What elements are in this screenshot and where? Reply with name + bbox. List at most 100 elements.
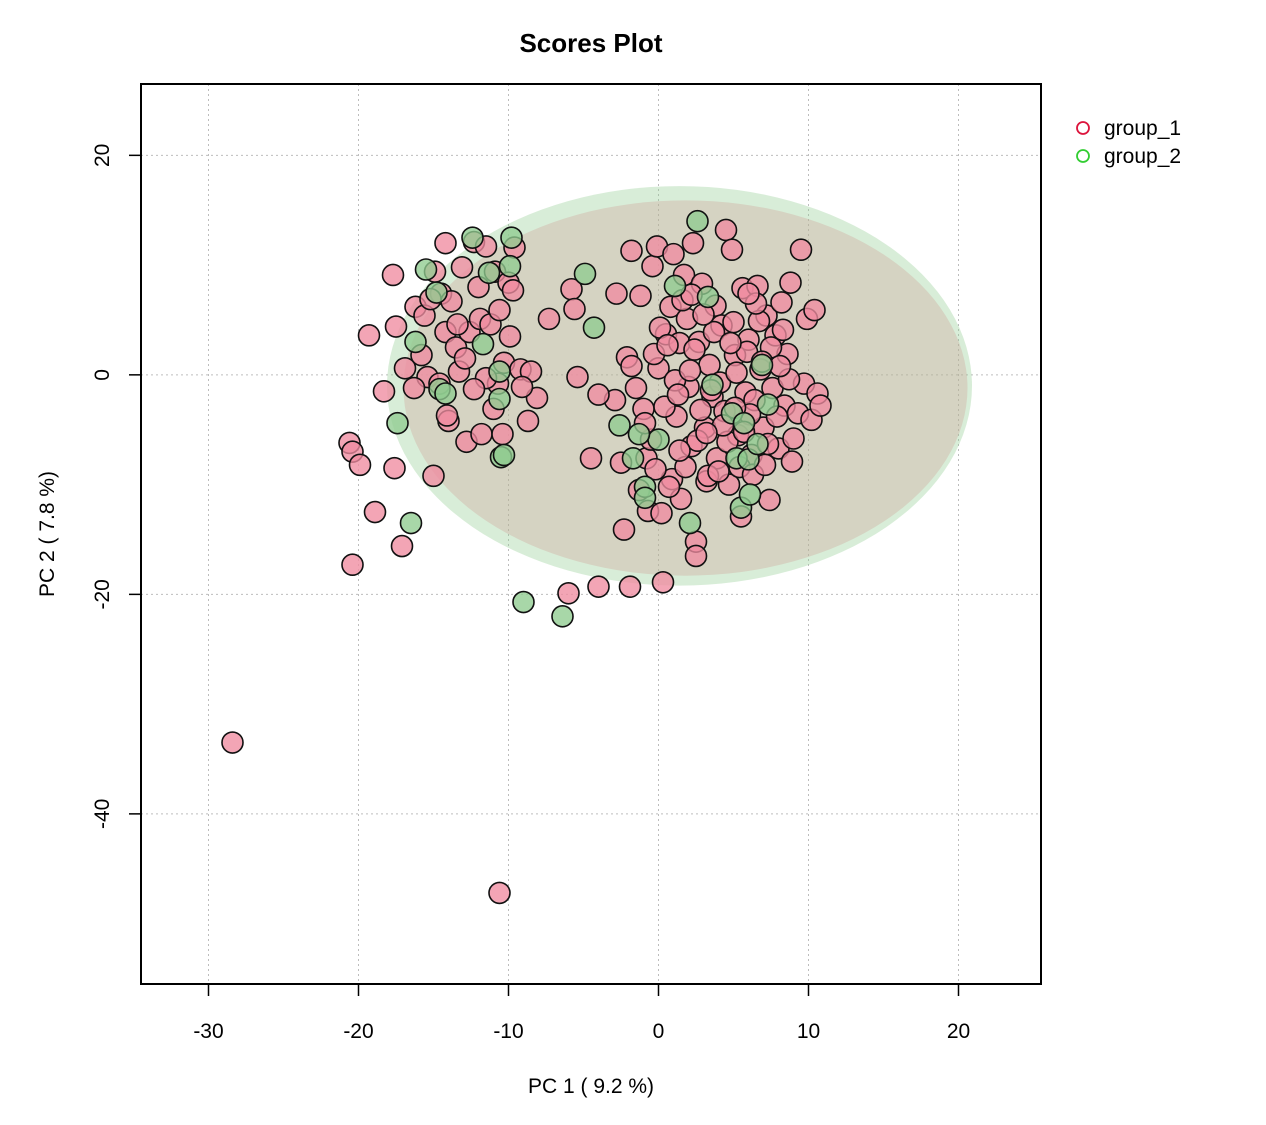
group_2-point bbox=[477, 261, 501, 285]
group_1-point bbox=[809, 394, 832, 417]
group_1-point bbox=[498, 325, 522, 348]
group_1-point bbox=[557, 581, 580, 605]
group_2-point bbox=[434, 382, 457, 405]
y-axis: -40 -20 0 20 bbox=[91, 144, 142, 829]
group_1-point bbox=[510, 375, 534, 399]
group_1-point bbox=[462, 377, 486, 401]
group_1-point bbox=[702, 320, 726, 344]
group_1-point bbox=[803, 298, 826, 322]
group_1-point bbox=[662, 242, 685, 266]
group_1-point bbox=[644, 457, 667, 481]
group_2-point bbox=[608, 414, 631, 437]
x-tick-label: 20 bbox=[947, 1020, 970, 1043]
legend-marker-group_1 bbox=[1076, 121, 1090, 135]
group_1-point bbox=[516, 409, 540, 433]
group_1-point bbox=[450, 255, 474, 279]
group_1-point bbox=[537, 307, 561, 331]
group_2-point bbox=[678, 511, 702, 535]
x-axis: -30 -20 -10 0 10 20 bbox=[193, 983, 970, 1043]
group_2-point bbox=[399, 511, 423, 535]
y-tick-label: -40 bbox=[91, 799, 114, 829]
group_1-point bbox=[689, 398, 712, 422]
legend: group_1 group_2 bbox=[1076, 117, 1181, 168]
group_1-point bbox=[620, 354, 643, 378]
group_2-point bbox=[488, 387, 511, 411]
y-axis-label: PC 2 ( 7.8 %) bbox=[36, 471, 59, 597]
group_1-point bbox=[624, 376, 648, 400]
group_1-point bbox=[681, 231, 705, 255]
group_2-point bbox=[512, 590, 535, 614]
group_1-point bbox=[501, 279, 525, 302]
group_2-point bbox=[492, 443, 516, 467]
group_1-point bbox=[488, 881, 511, 905]
group_1-point bbox=[372, 380, 396, 403]
group_1-point bbox=[651, 570, 675, 594]
group_1-point bbox=[771, 318, 795, 342]
group_2-point bbox=[627, 422, 651, 446]
group_2-point bbox=[573, 262, 597, 286]
group_1-point bbox=[656, 333, 679, 357]
group_1-point bbox=[684, 544, 708, 568]
chart-title: Scores Plot bbox=[519, 28, 662, 58]
group_2-point bbox=[663, 274, 687, 298]
group_2-point bbox=[701, 373, 724, 397]
group_2-point bbox=[582, 316, 606, 339]
data-points bbox=[221, 209, 832, 905]
group_2-point bbox=[471, 332, 495, 356]
group_1-point bbox=[695, 421, 718, 445]
group_2-point bbox=[488, 360, 511, 383]
group_2-point bbox=[621, 446, 645, 470]
group_1-point bbox=[668, 439, 691, 462]
group_2-point bbox=[732, 411, 756, 435]
x-axis-label: PC 1 ( 9.2 %) bbox=[528, 1075, 654, 1098]
group_1-point bbox=[780, 450, 804, 473]
x-tick-label: -30 bbox=[193, 1020, 223, 1043]
group_2-point bbox=[750, 353, 774, 377]
group_1-point bbox=[720, 238, 744, 262]
group_2-point bbox=[500, 226, 523, 249]
group_1-point bbox=[707, 460, 730, 483]
legend-label-group_2: group_2 bbox=[1104, 145, 1181, 168]
group_1-point bbox=[384, 315, 408, 338]
group_1-point bbox=[488, 298, 511, 322]
group_1-point bbox=[563, 297, 586, 321]
group_1-point bbox=[758, 488, 781, 512]
group_2-point bbox=[461, 226, 484, 249]
group_2-point bbox=[414, 258, 438, 281]
legend-marker-group_2 bbox=[1076, 149, 1090, 163]
group_1-point bbox=[393, 356, 417, 380]
group_1-point bbox=[341, 553, 364, 577]
x-tick-label: -20 bbox=[343, 1020, 373, 1043]
group_1-point bbox=[357, 324, 381, 347]
group_1-point bbox=[612, 518, 636, 541]
group_1-point bbox=[782, 427, 805, 450]
group_1-point bbox=[605, 282, 628, 305]
group_1-point bbox=[770, 291, 793, 314]
group_1-point bbox=[348, 453, 372, 477]
group_1-point bbox=[683, 338, 706, 361]
group_1-point bbox=[470, 422, 493, 446]
x-tick-label: 0 bbox=[653, 1020, 665, 1043]
group_1-point bbox=[779, 271, 802, 294]
group_1-point bbox=[221, 731, 244, 754]
group_1-point bbox=[678, 359, 702, 382]
group_1-point bbox=[453, 347, 477, 370]
group_1-point bbox=[491, 422, 514, 446]
group_1-point bbox=[446, 313, 469, 336]
group_1-point bbox=[566, 365, 589, 389]
group_1-point bbox=[435, 404, 459, 427]
group_1-point bbox=[714, 218, 738, 242]
group_2-point bbox=[386, 411, 409, 435]
y-tick-label: -20 bbox=[91, 579, 114, 609]
group_1-point bbox=[587, 575, 610, 598]
group_2-point bbox=[746, 432, 769, 456]
group_1-point bbox=[725, 361, 748, 384]
y-tick-label: 20 bbox=[91, 144, 114, 167]
group_1-point bbox=[657, 475, 681, 499]
group_2-point bbox=[738, 483, 762, 506]
group_1-point bbox=[618, 575, 642, 598]
group_2-point bbox=[696, 285, 720, 309]
group_1-point bbox=[587, 383, 610, 406]
group_1-point bbox=[434, 231, 457, 255]
